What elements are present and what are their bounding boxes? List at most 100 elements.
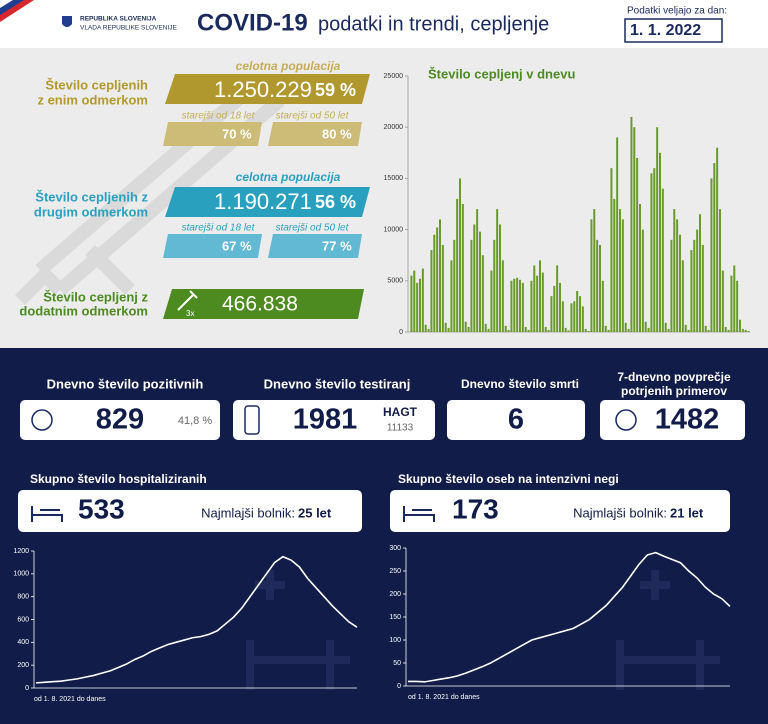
- y-tick-label: 800: [17, 594, 29, 601]
- bar: [513, 278, 516, 332]
- logo-text: REPUBLIKA SLOVENIJA: [80, 16, 157, 23]
- bar: [499, 224, 501, 332]
- bar: [487, 328, 490, 332]
- footnote: od 1. 8. 2021 do danes: [34, 696, 106, 703]
- age-box: [268, 122, 362, 146]
- bar: [496, 209, 499, 332]
- bar: [470, 239, 473, 332]
- stat-title: 7-dnevno povprečje: [617, 370, 731, 384]
- stat-value: 173: [452, 493, 499, 524]
- bar: [584, 328, 587, 332]
- bar: [744, 329, 747, 332]
- bar: [539, 260, 541, 332]
- vaccine-label: Število cepljenj z: [43, 289, 148, 304]
- bar: [439, 219, 441, 332]
- population-label: celotna populacija: [236, 59, 341, 73]
- bar: [550, 296, 553, 332]
- stat-value: 1981: [293, 404, 358, 436]
- bar: [544, 326, 547, 332]
- age-box: [268, 234, 362, 258]
- bar: [421, 268, 424, 332]
- y-tick-label: 600: [17, 616, 29, 623]
- bar: [436, 227, 439, 332]
- bar: [473, 224, 476, 332]
- date-label: Podatki veljajo za dan:: [627, 6, 727, 17]
- bar: [510, 280, 513, 332]
- bar: [430, 250, 433, 332]
- watermark: [15, 74, 285, 305]
- bar: [461, 204, 464, 332]
- y-tick-label: 150: [389, 614, 401, 621]
- bar: [656, 127, 659, 332]
- age-box: [163, 234, 262, 258]
- bar: [419, 278, 421, 332]
- bar: [713, 163, 716, 332]
- bar: [719, 209, 721, 332]
- bar: [696, 229, 699, 332]
- bar: [747, 330, 750, 332]
- y-tick-label: 250: [389, 568, 401, 575]
- bar: [501, 260, 504, 332]
- section-title: Skupno število oseb na intenzivni negi: [398, 472, 619, 486]
- title: COVID-19: [197, 9, 308, 36]
- bar: [516, 277, 519, 332]
- bar: [533, 265, 536, 332]
- bar: [621, 219, 624, 332]
- bar: [490, 270, 493, 332]
- bar: [741, 328, 744, 332]
- vaccine-label: z enim odmerkom: [37, 92, 148, 107]
- bar: [593, 209, 596, 332]
- bar: [441, 244, 444, 332]
- test-type: HAGT: [383, 405, 418, 419]
- bar: [410, 275, 413, 332]
- bar: [661, 188, 664, 332]
- y-tick-label: 0: [25, 685, 29, 692]
- bar: [641, 229, 644, 332]
- bar: [464, 321, 467, 332]
- line: [35, 555, 358, 684]
- stat-percent: 41,8 %: [178, 415, 212, 427]
- bar: [559, 282, 561, 332]
- stat-box: [18, 490, 362, 532]
- bar: [427, 328, 430, 332]
- bar: [596, 239, 599, 332]
- bar: [604, 325, 607, 332]
- bar: [627, 328, 630, 332]
- age-label: starejši od 18 let: [182, 111, 256, 122]
- bar: [736, 280, 739, 332]
- stat-title: Dnevno število smrti: [461, 377, 579, 391]
- youngest-value: 21 let: [670, 505, 704, 520]
- bar: [587, 330, 590, 332]
- bed-icon: [403, 506, 435, 522]
- stat-value: 533: [78, 493, 125, 524]
- percent: 59 %: [315, 80, 356, 100]
- bar: [739, 319, 741, 332]
- bar: [564, 327, 567, 332]
- bar: [579, 296, 581, 332]
- bar: [447, 327, 450, 332]
- y-tick-label: 0: [397, 683, 401, 690]
- bar: [619, 209, 621, 332]
- bar: [684, 324, 687, 332]
- bar: [653, 168, 656, 332]
- bar: [616, 137, 619, 332]
- age-label: starejši od 50 let: [276, 111, 350, 122]
- total-box: [165, 187, 370, 217]
- age-percent: 70 %: [222, 126, 252, 141]
- bar: [450, 260, 453, 332]
- stat-value: 829: [96, 404, 144, 436]
- title: podatki in trendi, cepljenje: [318, 13, 549, 35]
- vaccine-label: Število cepljenih z: [35, 189, 148, 204]
- stat-title: Dnevno število pozitivnih: [47, 376, 204, 391]
- stat-box: [20, 400, 220, 440]
- bar: [733, 265, 736, 332]
- age-label: starejši od 18 let: [182, 223, 256, 234]
- y-tick-label: 100: [389, 637, 401, 644]
- percent: 56 %: [315, 192, 356, 212]
- bar: [699, 214, 701, 332]
- y-tick-label: 15000: [384, 175, 404, 182]
- bar: [647, 327, 650, 332]
- total: 1.250.229: [214, 77, 312, 102]
